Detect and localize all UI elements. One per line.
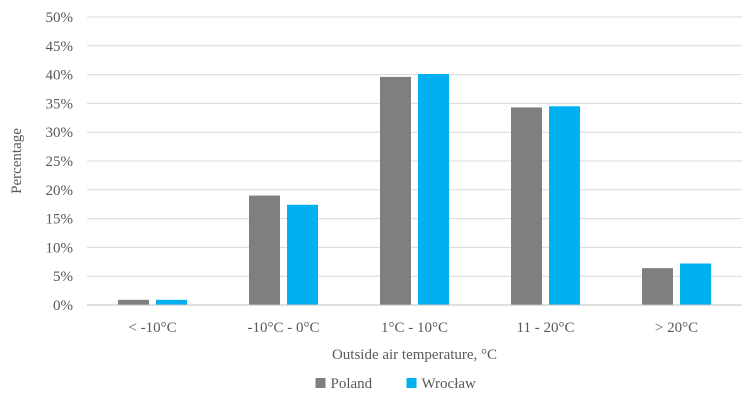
x-tick-label: 11 - 20°C bbox=[517, 320, 575, 336]
y-tick-label: 40% bbox=[46, 68, 74, 84]
x-tick-label: > 20°C bbox=[655, 320, 698, 336]
bar-poland-4 bbox=[642, 268, 673, 305]
y-tick-label: 5% bbox=[53, 269, 73, 285]
x-tick-label: 1°C - 10°C bbox=[381, 320, 448, 336]
bar-poland-1 bbox=[249, 195, 280, 305]
x-axis-title: Outside air temperature, °C bbox=[332, 347, 497, 363]
y-tick-label: 15% bbox=[46, 212, 74, 228]
bar-poland-2 bbox=[380, 76, 411, 306]
legend-label: Wrocław bbox=[422, 376, 477, 392]
y-tick-label: 45% bbox=[46, 39, 74, 55]
bar-wroc-aw-1 bbox=[287, 204, 318, 305]
bar-wroc-aw-0 bbox=[156, 299, 187, 305]
x-tick-label: < -10°C bbox=[128, 320, 176, 336]
y-axis-title: Percentage bbox=[9, 128, 25, 194]
y-tick-label: 10% bbox=[46, 240, 74, 256]
legend: Poland Wrocław bbox=[315, 376, 477, 392]
y-tick-label: 30% bbox=[46, 125, 74, 141]
y-tick-label: 20% bbox=[46, 183, 74, 199]
gridlines bbox=[87, 16, 742, 277]
legend-swatch-0 bbox=[315, 378, 326, 388]
bar-poland-0 bbox=[118, 299, 149, 305]
bar-wroc-aw-4 bbox=[680, 263, 711, 305]
x-tick-label: -10°C - 0°C bbox=[248, 320, 320, 336]
bar-wroc-aw-3 bbox=[549, 106, 580, 305]
legend-swatch-1 bbox=[406, 378, 417, 388]
bar-poland-3 bbox=[511, 107, 542, 305]
bars bbox=[118, 74, 711, 306]
y-tick-label: 35% bbox=[46, 96, 74, 112]
y-tick-label: 0% bbox=[53, 298, 73, 314]
y-tick-label: 50% bbox=[46, 10, 74, 26]
x-axis-tick-labels: < -10°C -10°C - 0°C 1°C - 10°C 11 - 20°C > 2… bbox=[128, 320, 698, 336]
bar-wroc-aw-2 bbox=[418, 74, 449, 305]
y-axis-tick-labels: 0% 5% 10% 15% 20% 25% 30% 35% 40% 45% 50% bbox=[46, 10, 74, 314]
legend-label: Poland bbox=[331, 376, 373, 392]
y-tick-label: 25% bbox=[46, 154, 74, 170]
